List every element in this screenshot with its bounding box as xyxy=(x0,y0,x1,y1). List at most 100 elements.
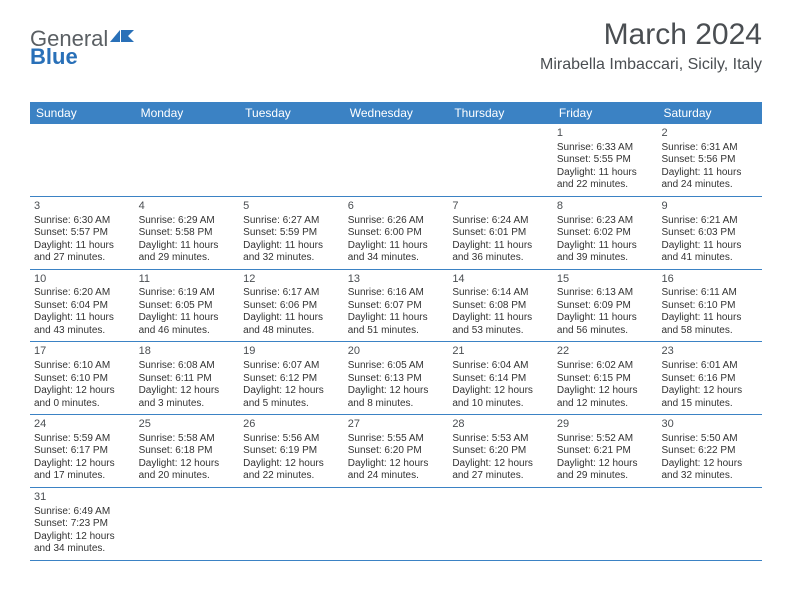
day-cell: 30Sunrise: 5:50 AMSunset: 6:22 PMDayligh… xyxy=(657,415,762,487)
sunrise-line: Sunrise: 6:10 AM xyxy=(34,360,130,373)
daylight-line: Daylight: 11 hours and 51 minutes. xyxy=(348,312,444,337)
daylight-line: Daylight: 12 hours and 12 minutes. xyxy=(557,385,653,410)
weekday-header: Saturday xyxy=(657,102,762,124)
day-cell: 24Sunrise: 5:59 AMSunset: 6:17 PMDayligh… xyxy=(30,415,135,487)
day-number: 19 xyxy=(243,345,339,359)
sunrise-line: Sunrise: 5:58 AM xyxy=(139,433,235,446)
sunset-line: Sunset: 6:00 PM xyxy=(348,227,444,240)
sunset-line: Sunset: 6:08 PM xyxy=(452,300,548,313)
day-cell: 7Sunrise: 6:24 AMSunset: 6:01 PMDaylight… xyxy=(448,197,553,269)
flag-icon xyxy=(110,26,136,52)
sunrise-line: Sunrise: 5:50 AM xyxy=(661,433,757,446)
week-row: 3Sunrise: 6:30 AMSunset: 5:57 PMDaylight… xyxy=(30,197,762,270)
sunrise-line: Sunrise: 6:30 AM xyxy=(34,215,130,228)
sunrise-line: Sunrise: 6:08 AM xyxy=(139,360,235,373)
day-number: 11 xyxy=(139,273,235,287)
empty-cell xyxy=(344,488,449,560)
day-cell: 31Sunrise: 6:49 AMSunset: 7:23 PMDayligh… xyxy=(30,488,135,560)
empty-cell xyxy=(239,488,344,560)
day-number: 31 xyxy=(34,491,130,505)
sunset-line: Sunset: 6:05 PM xyxy=(139,300,235,313)
daylight-line: Daylight: 11 hours and 24 minutes. xyxy=(661,167,757,192)
sunset-line: Sunset: 6:10 PM xyxy=(661,300,757,313)
title-block: March 2024 Mirabella Imbaccari, Sicily, … xyxy=(540,18,762,74)
daylight-line: Daylight: 12 hours and 0 minutes. xyxy=(34,385,130,410)
header: General March 2024 Mirabella Imbaccari, … xyxy=(30,18,762,74)
day-number: 29 xyxy=(557,418,653,432)
day-cell: 22Sunrise: 6:02 AMSunset: 6:15 PMDayligh… xyxy=(553,342,658,414)
sunset-line: Sunset: 6:15 PM xyxy=(557,373,653,386)
sunrise-line: Sunrise: 6:26 AM xyxy=(348,215,444,228)
day-number: 30 xyxy=(661,418,757,432)
day-number: 13 xyxy=(348,273,444,287)
day-cell: 12Sunrise: 6:17 AMSunset: 6:06 PMDayligh… xyxy=(239,270,344,342)
sunset-line: Sunset: 6:12 PM xyxy=(243,373,339,386)
day-number: 23 xyxy=(661,345,757,359)
week-row: 17Sunrise: 6:10 AMSunset: 6:10 PMDayligh… xyxy=(30,342,762,415)
day-number: 9 xyxy=(661,200,757,214)
day-cell: 15Sunrise: 6:13 AMSunset: 6:09 PMDayligh… xyxy=(553,270,658,342)
sunset-line: Sunset: 6:20 PM xyxy=(348,445,444,458)
daylight-line: Daylight: 12 hours and 22 minutes. xyxy=(243,458,339,483)
daylight-line: Daylight: 12 hours and 24 minutes. xyxy=(348,458,444,483)
day-number: 28 xyxy=(452,418,548,432)
daylight-line: Daylight: 11 hours and 46 minutes. xyxy=(139,312,235,337)
day-cell: 13Sunrise: 6:16 AMSunset: 6:07 PMDayligh… xyxy=(344,270,449,342)
sunset-line: Sunset: 6:18 PM xyxy=(139,445,235,458)
day-number: 1 xyxy=(557,127,653,141)
day-number: 24 xyxy=(34,418,130,432)
sunrise-line: Sunrise: 6:05 AM xyxy=(348,360,444,373)
empty-cell xyxy=(448,488,553,560)
daylight-line: Daylight: 11 hours and 39 minutes. xyxy=(557,240,653,265)
sunrise-line: Sunrise: 6:29 AM xyxy=(139,215,235,228)
week-row: 24Sunrise: 5:59 AMSunset: 6:17 PMDayligh… xyxy=(30,415,762,488)
day-number: 8 xyxy=(557,200,653,214)
day-cell: 26Sunrise: 5:56 AMSunset: 6:19 PMDayligh… xyxy=(239,415,344,487)
day-cell: 19Sunrise: 6:07 AMSunset: 6:12 PMDayligh… xyxy=(239,342,344,414)
day-cell: 5Sunrise: 6:27 AMSunset: 5:59 PMDaylight… xyxy=(239,197,344,269)
sunset-line: Sunset: 6:03 PM xyxy=(661,227,757,240)
daylight-line: Daylight: 11 hours and 41 minutes. xyxy=(661,240,757,265)
day-number: 17 xyxy=(34,345,130,359)
sunset-line: Sunset: 6:21 PM xyxy=(557,445,653,458)
sunrise-line: Sunrise: 6:19 AM xyxy=(139,287,235,300)
day-number: 12 xyxy=(243,273,339,287)
weekday-header: Wednesday xyxy=(344,102,449,124)
location-text: Mirabella Imbaccari, Sicily, Italy xyxy=(540,56,762,74)
day-cell: 16Sunrise: 6:11 AMSunset: 6:10 PMDayligh… xyxy=(657,270,762,342)
sunrise-line: Sunrise: 6:04 AM xyxy=(452,360,548,373)
weekday-header: Monday xyxy=(135,102,240,124)
daylight-line: Daylight: 12 hours and 17 minutes. xyxy=(34,458,130,483)
sunrise-line: Sunrise: 6:11 AM xyxy=(661,287,757,300)
brand-second: Blue xyxy=(30,44,78,70)
sunrise-line: Sunrise: 6:33 AM xyxy=(557,142,653,155)
sunset-line: Sunset: 6:06 PM xyxy=(243,300,339,313)
day-number: 26 xyxy=(243,418,339,432)
weekday-header: Sunday xyxy=(30,102,135,124)
daylight-line: Daylight: 11 hours and 32 minutes. xyxy=(243,240,339,265)
day-cell: 14Sunrise: 6:14 AMSunset: 6:08 PMDayligh… xyxy=(448,270,553,342)
weekday-header: Friday xyxy=(553,102,658,124)
weekday-header-row: SundayMondayTuesdayWednesdayThursdayFrid… xyxy=(30,102,762,124)
day-cell: 29Sunrise: 5:52 AMSunset: 6:21 PMDayligh… xyxy=(553,415,658,487)
sunrise-line: Sunrise: 6:13 AM xyxy=(557,287,653,300)
week-row: 1Sunrise: 6:33 AMSunset: 5:55 PMDaylight… xyxy=(30,124,762,197)
sunset-line: Sunset: 6:10 PM xyxy=(34,373,130,386)
daylight-line: Daylight: 12 hours and 15 minutes. xyxy=(661,385,757,410)
sunrise-line: Sunrise: 5:56 AM xyxy=(243,433,339,446)
day-cell: 17Sunrise: 6:10 AMSunset: 6:10 PMDayligh… xyxy=(30,342,135,414)
sunrise-line: Sunrise: 6:20 AM xyxy=(34,287,130,300)
empty-cell xyxy=(135,124,240,196)
day-number: 20 xyxy=(348,345,444,359)
day-number: 10 xyxy=(34,273,130,287)
daylight-line: Daylight: 11 hours and 34 minutes. xyxy=(348,240,444,265)
day-number: 5 xyxy=(243,200,339,214)
empty-cell xyxy=(239,124,344,196)
day-number: 15 xyxy=(557,273,653,287)
sunrise-line: Sunrise: 6:27 AM xyxy=(243,215,339,228)
sunset-line: Sunset: 6:22 PM xyxy=(661,445,757,458)
week-row: 10Sunrise: 6:20 AMSunset: 6:04 PMDayligh… xyxy=(30,270,762,343)
sunrise-line: Sunrise: 6:07 AM xyxy=(243,360,339,373)
day-cell: 21Sunrise: 6:04 AMSunset: 6:14 PMDayligh… xyxy=(448,342,553,414)
sunrise-line: Sunrise: 6:23 AM xyxy=(557,215,653,228)
